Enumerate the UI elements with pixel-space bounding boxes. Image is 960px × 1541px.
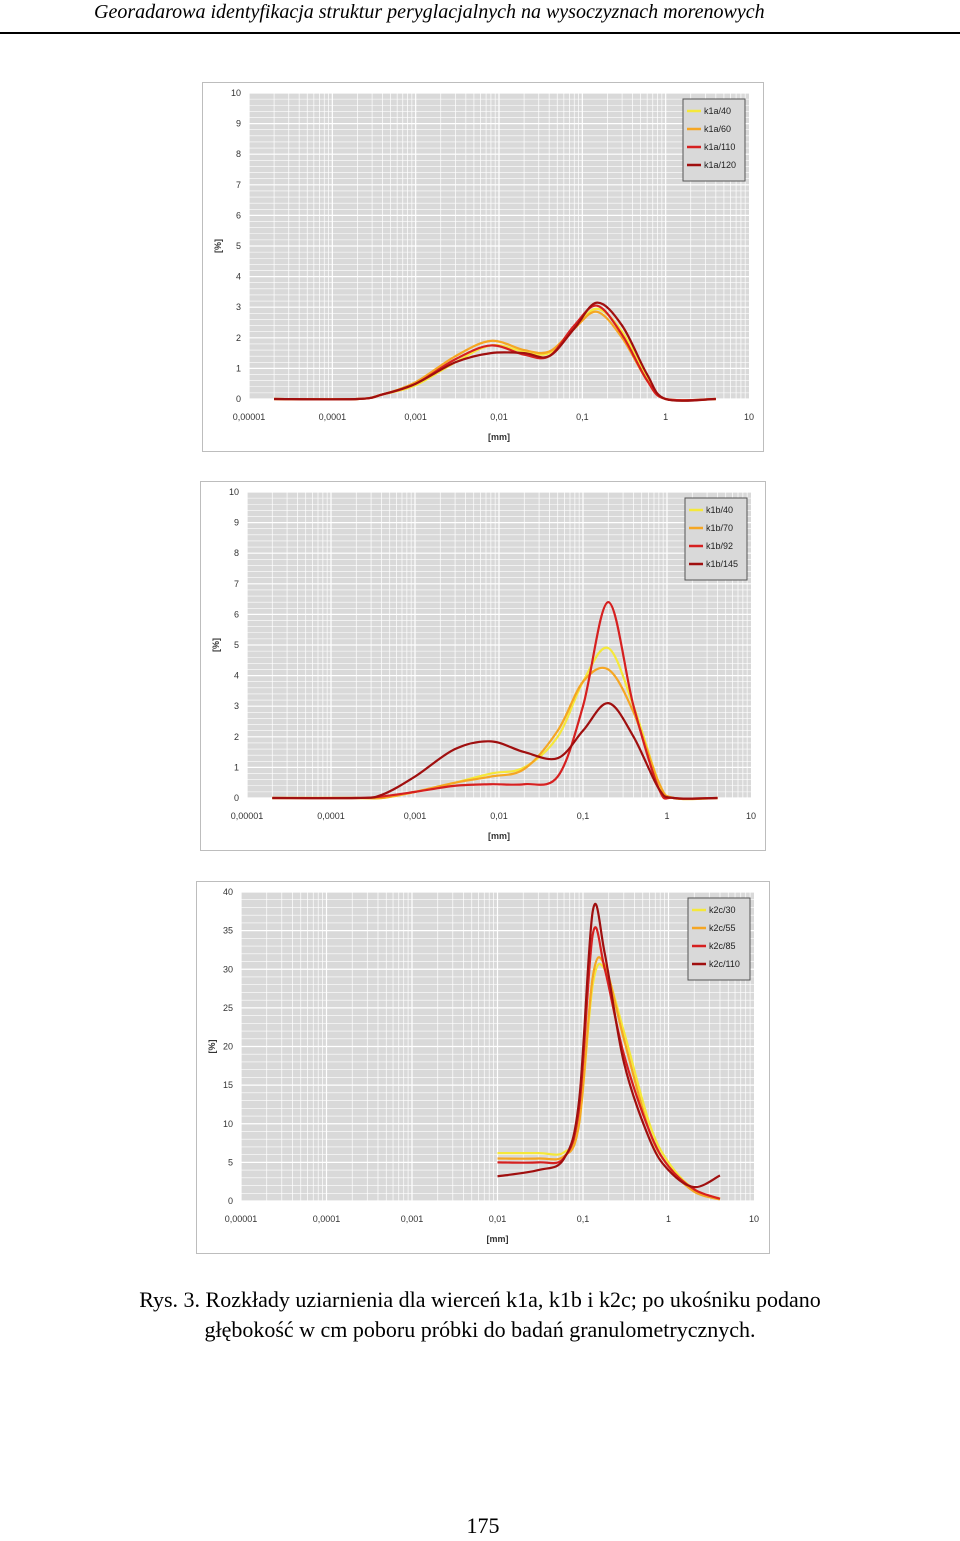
x-tick-label: 1 — [666, 1214, 671, 1224]
series-line-k2c-110 — [497, 902, 721, 1189]
y-tick-label: 7 — [236, 180, 241, 190]
x-tick-label: 0,00001 — [231, 811, 264, 821]
legend-label: k2c/110 — [709, 959, 740, 969]
caption-line-1: Rys. 3. Rozkłady uziarnienia dla wierceń… — [139, 1287, 821, 1312]
chart-k1b: 0 1 2 3 4 5 6 7 8 9 10 0,00001 0,0001 0,001 0,01 0,1 1 10… — [200, 481, 766, 851]
x-tick-label: 0,0001 — [313, 1214, 341, 1224]
legend-label: k2c/30 — [709, 905, 736, 915]
chart-k2c: 0 5 10 15 20 25 30 35 40 0,00001 0,0001 0,001 0,01 0,… — [196, 881, 770, 1254]
legend-label: k1a/60 — [704, 124, 731, 134]
y-tick-label: 8 — [234, 548, 239, 558]
x-tick-label: 10 — [744, 412, 754, 422]
y-tick-label: 35 — [223, 926, 233, 936]
y-tick-label: 8 — [236, 149, 241, 159]
y-tick-label: 9 — [236, 119, 241, 129]
legend-label: k1b/92 — [706, 541, 733, 551]
y-tick-label: 3 — [234, 701, 239, 711]
y-tick-label: 20 — [223, 1042, 233, 1052]
legend-box — [684, 497, 748, 581]
y-tick-label: 2 — [234, 732, 239, 742]
legend-label: k1b/145 — [706, 559, 738, 569]
legend-label: k2c/55 — [709, 923, 736, 933]
running-title: Georadarowa identyfikacja struktur peryg… — [94, 1, 765, 23]
y-tick-label: 4 — [236, 272, 241, 282]
x-tick-label: 0,01 — [489, 1214, 507, 1224]
y-axis-label: [%] — [211, 638, 221, 652]
series-line-k1b-92 — [272, 601, 718, 800]
x-axis-label: [mm] — [487, 1234, 509, 1244]
x-tick-label: 0,001 — [404, 811, 427, 821]
y-tick-label: 10 — [231, 88, 241, 98]
x-axis-label: [mm] — [488, 432, 510, 442]
running-header: Georadarowa identyfikacja struktur peryg… — [0, 0, 960, 34]
y-tick-label: 5 — [236, 241, 241, 251]
x-tick-label: 0,01 — [490, 412, 508, 422]
legend-box — [682, 98, 746, 182]
chart-k1a: 0 1 2 3 4 5 6 7 8 9 10 0,00001 0,0001 0,001 0,01 0,1 1 10… — [202, 82, 764, 452]
legend-label: k1a/40 — [704, 106, 731, 116]
y-tick-label: 5 — [228, 1157, 233, 1167]
y-tick-label: 1 — [234, 762, 239, 772]
y-tick-label: 0 — [236, 394, 241, 404]
legend-label: k2c/85 — [709, 941, 736, 951]
y-tick-label: 25 — [223, 1003, 233, 1013]
x-tick-label: 0,00001 — [233, 412, 266, 422]
x-axis-label: [mm] — [488, 831, 510, 841]
x-tick-label: 0,01 — [490, 811, 508, 821]
legend-label: k1a/110 — [704, 142, 735, 152]
y-tick-label: 9 — [234, 518, 239, 528]
y-tick-label: 0 — [234, 793, 239, 803]
x-tick-label: 0,1 — [577, 811, 590, 821]
legend-box — [687, 897, 751, 981]
y-tick-label: 5 — [234, 640, 239, 650]
y-tick-label: 2 — [236, 333, 241, 343]
y-tick-label: 7 — [234, 579, 239, 589]
x-tick-label: 10 — [749, 1214, 759, 1224]
series-line-k1a-120 — [274, 301, 716, 402]
x-tick-label: 10 — [746, 811, 756, 821]
caption-line-2: głębokość w cm poboru próbki do badań gr… — [204, 1317, 756, 1342]
y-tick-label: 6 — [236, 210, 241, 220]
x-tick-label: 1 — [663, 412, 668, 422]
legend-label: k1b/40 — [706, 505, 733, 515]
x-tick-label: 0,0001 — [317, 811, 345, 821]
y-axis-label: [%] — [207, 1040, 217, 1054]
chart-svg: 0 1 2 3 4 5 6 7 8 9 10 0,00001 0,0001 0,001 0,01 0,1 1 10… — [213, 88, 754, 442]
y-tick-label: 6 — [234, 609, 239, 619]
y-tick-label: 15 — [223, 1080, 233, 1090]
y-tick-label: 1 — [236, 363, 241, 373]
x-tick-label: 0,00001 — [225, 1214, 258, 1224]
y-tick-label: 10 — [223, 1119, 233, 1129]
x-tick-label: 0,001 — [404, 412, 427, 422]
figure-caption: Rys. 3. Rozkłady uziarnienia dla wierceń… — [0, 1285, 960, 1345]
x-tick-label: 0,001 — [401, 1214, 424, 1224]
y-tick-label: 0 — [228, 1196, 233, 1206]
legend-label: k1a/120 — [704, 160, 736, 170]
page-number: 175 — [466, 1513, 500, 1538]
legend-label: k1b/70 — [706, 523, 733, 533]
x-tick-label: 0,0001 — [319, 412, 347, 422]
y-tick-label: 40 — [223, 887, 233, 897]
y-tick-label: 30 — [223, 964, 233, 974]
chart-svg: 0 5 10 15 20 25 30 35 40 0,00001 0,0001 0,001 0,01 0,… — [207, 887, 759, 1244]
x-tick-label: 0,1 — [577, 1214, 590, 1224]
y-axis-label: [%] — [213, 239, 223, 253]
series-line-k1b-70 — [272, 666, 718, 801]
series-line-k1b-145 — [272, 702, 718, 800]
x-tick-label: 1 — [664, 811, 669, 821]
x-tick-label: 0,1 — [576, 412, 589, 422]
y-tick-label: 10 — [229, 487, 239, 497]
chart-svg: 0 1 2 3 4 5 6 7 8 9 10 0,00001 0,0001 0,001 0,01 0,1 1 10… — [211, 487, 756, 841]
y-tick-label: 3 — [236, 302, 241, 312]
y-tick-label: 4 — [234, 671, 239, 681]
